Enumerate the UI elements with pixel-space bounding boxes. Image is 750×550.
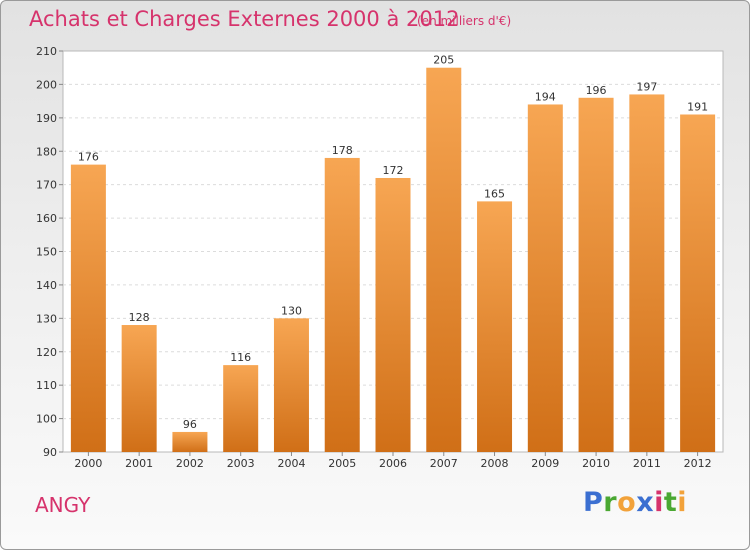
bar-2010 xyxy=(578,97,614,453)
value-label-2000: 176 xyxy=(78,151,99,164)
x-tick-label-2009: 2009 xyxy=(531,457,559,470)
x-tick-label-2010: 2010 xyxy=(582,457,610,470)
value-label-2006: 172 xyxy=(383,164,404,177)
bar-2002 xyxy=(172,431,208,452)
x-tick-label-2000: 2000 xyxy=(74,457,102,470)
bar-2011 xyxy=(629,94,665,453)
y-tick-label: 110 xyxy=(36,379,57,392)
y-tick-label: 200 xyxy=(36,78,57,91)
value-label-2007: 205 xyxy=(433,54,454,67)
bar-2006 xyxy=(375,177,411,452)
x-tick-label-2004: 2004 xyxy=(277,457,305,470)
x-tick-label-2005: 2005 xyxy=(328,457,356,470)
logo-letter: i xyxy=(654,487,664,518)
value-label-2002: 96 xyxy=(183,418,197,431)
bar-2003 xyxy=(223,365,259,452)
value-label-2001: 128 xyxy=(129,311,150,324)
y-tick-label: 120 xyxy=(36,346,57,359)
y-tick-label: 190 xyxy=(36,112,57,125)
value-label-2009: 194 xyxy=(535,90,556,103)
bar-2001 xyxy=(121,325,157,452)
y-tick-label: 170 xyxy=(36,179,57,192)
x-tick-label-2008: 2008 xyxy=(481,457,509,470)
x-tick-label-2003: 2003 xyxy=(227,457,255,470)
proxiti-logo: Proxiti xyxy=(583,487,687,518)
value-label-2008: 165 xyxy=(484,187,505,200)
x-tick-label-2002: 2002 xyxy=(176,457,204,470)
value-label-2010: 196 xyxy=(586,84,607,97)
logo-letter: t xyxy=(663,487,678,518)
bar-2012 xyxy=(680,114,716,452)
chart-title: Achats et Charges Externes 2000 à 2012 xyxy=(29,7,460,31)
y-tick-label: 90 xyxy=(43,446,57,459)
x-axis-ticks: 2000 2001 2002 2003 2004 2005 2006 2007 2008 2009… xyxy=(74,452,712,470)
y-tick-label: 130 xyxy=(36,312,57,325)
logo-letter: x xyxy=(636,487,655,518)
y-tick-label: 210 xyxy=(36,45,57,58)
x-tick-label-2001: 2001 xyxy=(125,457,153,470)
bar-2004 xyxy=(273,318,309,452)
value-label-2005: 178 xyxy=(332,144,353,157)
x-tick-label-2011: 2011 xyxy=(633,457,661,470)
y-axis-ticks: 90 100 110 120 130 140 150 160 170 180 190 200 210 xyxy=(36,45,63,459)
value-label-2003: 116 xyxy=(230,351,251,364)
bar-2009 xyxy=(527,104,563,452)
y-tick-label: 150 xyxy=(36,246,57,259)
bar-2005 xyxy=(324,157,360,452)
y-tick-label: 180 xyxy=(36,145,57,158)
y-tick-label: 140 xyxy=(36,279,57,292)
bar-2007 xyxy=(426,67,462,452)
logo-letter: P xyxy=(583,487,604,518)
y-tick-label: 100 xyxy=(36,413,57,426)
x-tick-label-2006: 2006 xyxy=(379,457,407,470)
logo-letter: o xyxy=(617,487,637,518)
bars: 176 128 96 116 130 178 172 205 165 194 196 197 191 xyxy=(70,54,716,453)
logo-letter: i xyxy=(677,487,688,518)
value-label-2004: 130 xyxy=(281,304,302,317)
bar-2008 xyxy=(477,201,513,452)
commune-name: ANGY xyxy=(35,493,91,517)
value-label-2012: 191 xyxy=(687,100,708,113)
chart-subtitle: (en milliers d'€) xyxy=(417,14,512,28)
y-tick-label: 160 xyxy=(36,212,57,225)
logo-letter: r xyxy=(603,487,618,518)
bar-2000 xyxy=(70,164,106,452)
x-tick-label-2012: 2012 xyxy=(684,457,712,470)
x-tick-label-2007: 2007 xyxy=(430,457,458,470)
value-label-2011: 197 xyxy=(636,80,657,93)
